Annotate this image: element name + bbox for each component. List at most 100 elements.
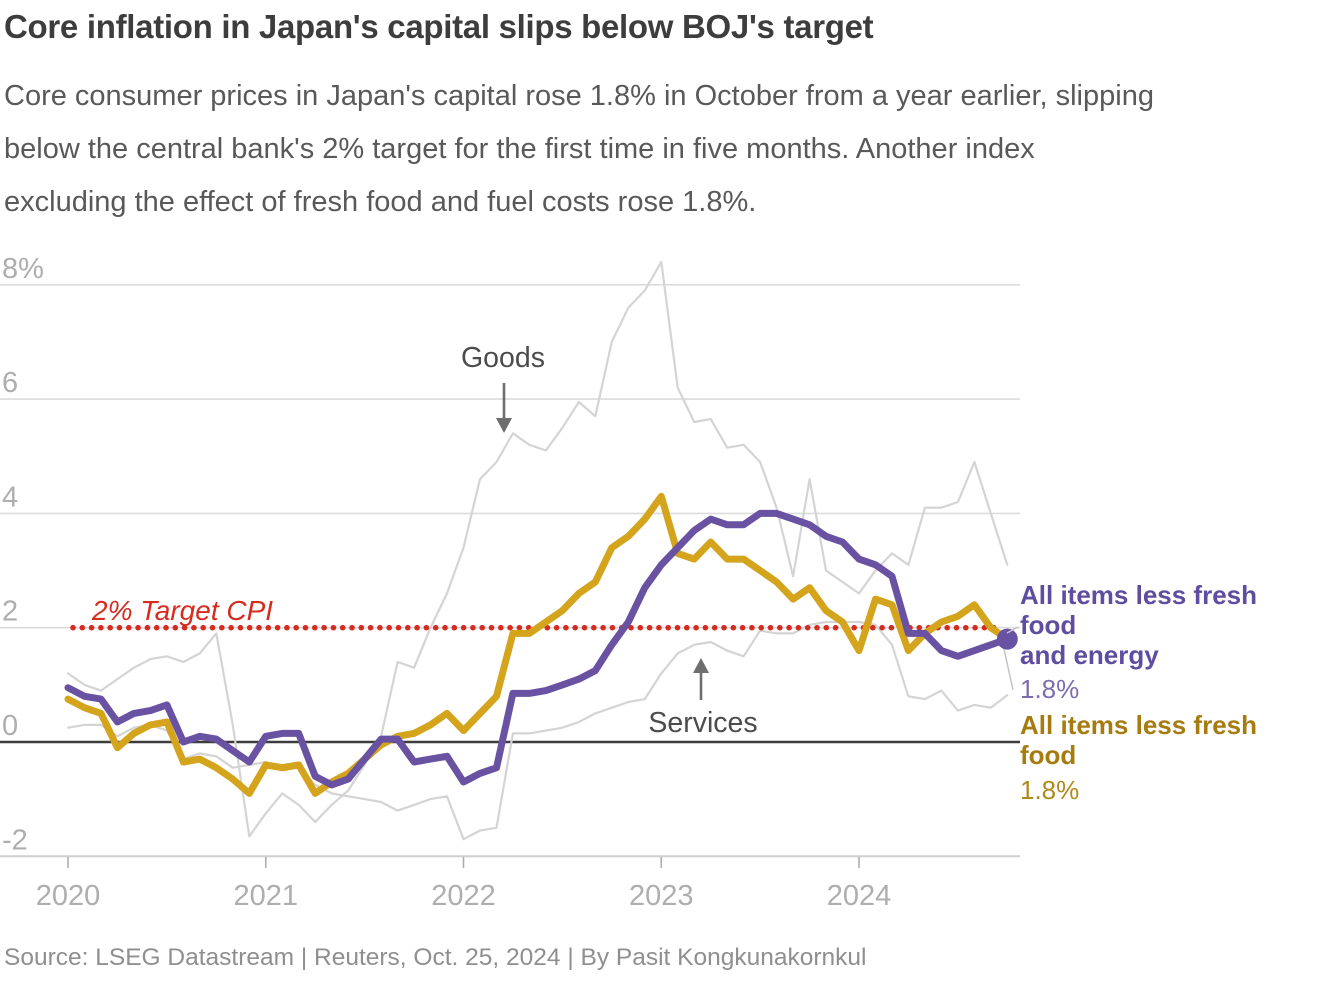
services-arrow-up-icon xyxy=(693,658,709,673)
target-dot xyxy=(423,624,430,631)
target-dot xyxy=(507,624,513,631)
legend-connector-purple xyxy=(1006,626,1019,634)
source-credit: Source: LSEG Datastream | Reuters, Oct. … xyxy=(4,944,867,971)
target-dot xyxy=(572,624,578,631)
target-dot xyxy=(870,624,876,631)
target-dot xyxy=(209,624,216,631)
target-dot xyxy=(637,624,644,631)
x-tick-label: 2023 xyxy=(629,880,694,912)
target-dot xyxy=(470,624,476,631)
target-dot xyxy=(600,624,606,631)
target-dot xyxy=(879,624,885,631)
subtitle-line-3: excluding the effect of fresh food and f… xyxy=(4,186,757,218)
target-dot xyxy=(711,624,718,631)
target-dot xyxy=(777,624,783,631)
target-dot xyxy=(702,624,709,631)
target-dot xyxy=(442,624,448,631)
series-layer xyxy=(66,260,1009,841)
target-dot xyxy=(804,624,811,631)
target-dot xyxy=(498,624,504,631)
services-annotation: Services xyxy=(648,658,758,739)
target-dot xyxy=(172,624,179,631)
target-dot xyxy=(200,624,206,631)
services-label: Services xyxy=(648,707,757,739)
x-tick-label: 2020 xyxy=(36,880,101,912)
target-dot xyxy=(795,624,802,631)
target-dot xyxy=(972,624,978,631)
target-dot xyxy=(163,624,169,631)
y-tick-label: 4 xyxy=(2,481,18,513)
target-dot xyxy=(386,624,393,631)
x-tick-label: 2024 xyxy=(827,880,892,912)
legend-core-value: 1.8% xyxy=(1020,775,1080,805)
target-dot xyxy=(460,624,467,631)
target-dot xyxy=(191,624,197,631)
target-dot xyxy=(516,624,523,631)
target-dot xyxy=(126,624,132,631)
target-dot xyxy=(79,624,86,631)
x-tick-label: 2022 xyxy=(431,880,496,912)
target-dot xyxy=(786,624,792,631)
target-cpi-label: 2% Target CPI xyxy=(91,595,273,626)
legend-core-label: All items less fresh food xyxy=(1020,710,1257,770)
target-dot xyxy=(665,624,671,631)
target-dot xyxy=(219,624,225,631)
target-dot xyxy=(674,624,681,631)
target-dot xyxy=(284,624,290,631)
x-tick-label: 2021 xyxy=(233,880,298,912)
target-dot xyxy=(721,624,727,631)
target-dot xyxy=(181,624,188,631)
services-line xyxy=(66,620,1009,841)
target-dot xyxy=(656,624,662,631)
target-dot xyxy=(107,624,113,631)
target-dot xyxy=(414,624,420,631)
subtitle-line-2: below the central bank's 2% target for t… xyxy=(4,133,1035,165)
target-dot xyxy=(451,624,458,631)
highlight-series-layer xyxy=(64,492,1018,797)
target-dot xyxy=(144,624,151,631)
y-tick-label: 6 xyxy=(2,367,18,399)
target-dot xyxy=(581,624,588,631)
chart-subtitle: Core consumer prices in Japan's capital … xyxy=(4,70,1314,229)
target-dot xyxy=(553,624,560,631)
target-dot xyxy=(944,624,950,631)
target-dot xyxy=(135,624,141,631)
target-dot xyxy=(405,624,411,631)
target-dot xyxy=(758,624,764,631)
target-dot xyxy=(349,624,355,631)
latest-point-dot xyxy=(996,628,1018,650)
target-dot xyxy=(302,624,309,631)
legend-core-core-label: All items less fresh food and energy xyxy=(1020,580,1257,670)
chart-title: Core inflation in Japan's capital slips … xyxy=(4,8,874,45)
target-dot xyxy=(916,624,923,631)
target-dot xyxy=(888,624,895,631)
target-dot xyxy=(321,624,327,631)
goods-line xyxy=(66,260,1009,838)
goods-label: Goods xyxy=(461,342,545,374)
target-dot xyxy=(749,624,755,631)
target-dot xyxy=(851,624,857,631)
target-dot xyxy=(88,624,95,631)
target-dot xyxy=(953,624,960,631)
target-dot xyxy=(739,624,746,631)
target-dot xyxy=(544,624,551,631)
target-dot xyxy=(591,624,597,631)
y-tick-label: -2 xyxy=(2,824,28,856)
target-dot xyxy=(432,624,439,631)
target-dot xyxy=(312,624,318,631)
target-dot xyxy=(256,624,262,631)
target-dot xyxy=(646,624,653,631)
goods-arrow-down-icon xyxy=(496,418,512,433)
target-dot xyxy=(395,624,402,631)
target-dot xyxy=(684,624,690,631)
target-dot xyxy=(488,624,495,631)
target-dot xyxy=(330,624,337,631)
target-dot xyxy=(237,624,244,631)
y-tick-label: 2 xyxy=(2,596,18,628)
legend-connector-gold xyxy=(1003,648,1014,691)
target-dot xyxy=(153,624,160,631)
target-dot xyxy=(767,624,774,631)
target-dot xyxy=(70,624,76,631)
